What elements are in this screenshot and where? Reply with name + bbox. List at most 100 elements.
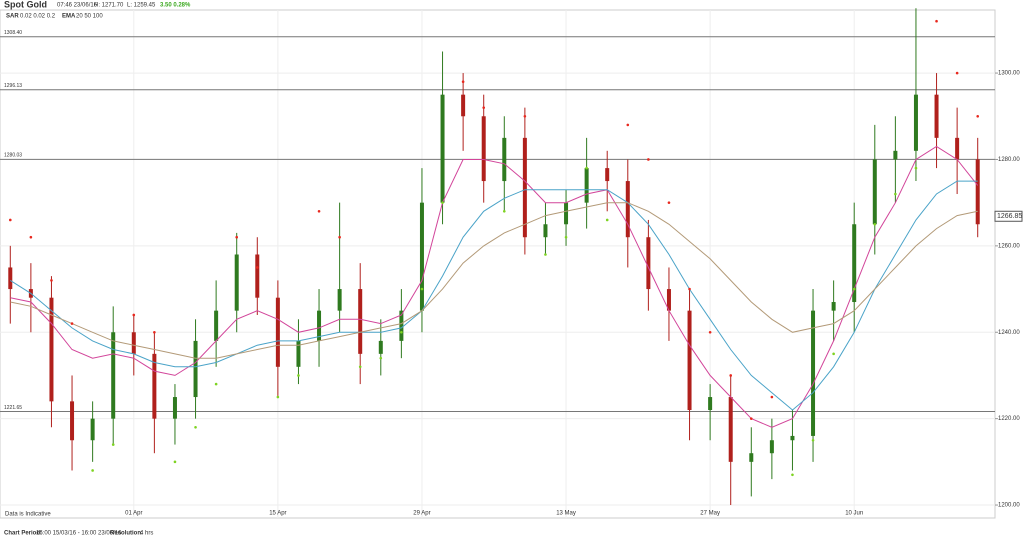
sar-dot <box>770 395 774 399</box>
sar-dot <box>667 201 671 204</box>
candle-body <box>543 224 548 238</box>
sar-dot <box>194 425 197 429</box>
sar-dot <box>585 166 588 170</box>
level-label: 1280.03 <box>4 153 22 159</box>
sar-dot <box>8 218 12 222</box>
sar-dot <box>955 71 959 75</box>
x-tick-label: 01 Apr <box>125 511 142 517</box>
sar-dot <box>852 287 856 291</box>
ema-name: EMA <box>62 14 76 20</box>
last-price-label: 1266.85 <box>997 213 1022 220</box>
x-tick-label: 13 May <box>556 511 576 517</box>
candle-body <box>440 94 445 203</box>
sar-dot <box>255 266 259 269</box>
low-text: L: 1259.45 <box>127 3 156 9</box>
sar-dot <box>214 382 218 386</box>
sar-dot <box>379 356 383 360</box>
sar-dot <box>235 235 239 239</box>
candle-body <box>419 202 424 311</box>
candle-body <box>913 94 918 151</box>
sar-dot <box>729 374 733 377</box>
candle-body <box>255 254 260 298</box>
candle-body <box>605 168 610 182</box>
candle-body <box>749 453 754 462</box>
sar-dot <box>297 374 300 377</box>
change-text: 3.50 0.28% <box>160 3 191 9</box>
sar-dot <box>400 330 403 334</box>
candle-body <box>358 289 363 354</box>
candle-body <box>8 267 13 290</box>
candle-body <box>111 332 116 419</box>
sar-dot <box>91 469 94 472</box>
y-tick-label: 1300.00 <box>998 71 1020 77</box>
candle-body <box>666 289 671 311</box>
sar-dot <box>564 235 568 239</box>
sar-dot <box>482 106 486 109</box>
sar-dot <box>173 460 177 464</box>
sar-dot <box>647 158 650 161</box>
candle-body <box>152 353 157 419</box>
candle-body <box>70 401 75 441</box>
candle-body <box>234 254 239 311</box>
candle-body <box>852 224 857 303</box>
sar-params: 0.02 0.02 0.2 <box>20 14 56 20</box>
candle-body <box>687 310 692 411</box>
chart-title: Spot Gold <box>4 0 47 9</box>
sar-dot <box>70 322 74 325</box>
sar-dot <box>688 287 691 291</box>
sar-dot <box>29 235 33 239</box>
plot-frame <box>0 9 996 519</box>
candle-body <box>934 94 939 138</box>
sar-dot <box>914 166 918 170</box>
sar-dot <box>461 80 465 84</box>
x-tick-label: 27 May <box>700 511 720 517</box>
candle-body <box>481 116 486 182</box>
candle-body <box>811 310 816 436</box>
candle-body <box>893 150 898 160</box>
candle-body <box>337 289 342 311</box>
sar-dot <box>358 365 362 369</box>
sar-dot <box>708 330 712 334</box>
candle-body <box>728 397 733 462</box>
candle-body <box>399 310 404 341</box>
y-tick-label: 1280.00 <box>998 157 1020 163</box>
candle-body <box>625 181 630 238</box>
candle-body <box>49 297 54 402</box>
x-tick-label: 15 Apr <box>269 511 286 517</box>
candle-body <box>502 137 507 182</box>
sar-dot <box>791 473 794 477</box>
sar-dot <box>894 192 897 196</box>
timestamp: 07:46 23/06/16 <box>57 3 98 9</box>
y-tick-label: 1220.00 <box>998 416 1020 422</box>
sar-name: SAR <box>6 14 19 20</box>
sar-dot <box>811 438 815 442</box>
ema-line <box>10 145 979 428</box>
level-label: 1308.40 <box>4 30 22 36</box>
sar-dot <box>153 330 156 334</box>
candle-body <box>831 302 836 311</box>
sar-dot <box>935 19 938 23</box>
candle-body <box>975 159 980 225</box>
sar-dot <box>338 235 341 239</box>
sar-dot <box>544 253 547 256</box>
candle-body <box>522 137 527 238</box>
sar-dot <box>420 287 424 291</box>
x-tick-label: 10 Jun <box>845 511 863 517</box>
ema-line <box>10 180 978 411</box>
candle-body <box>193 340 198 398</box>
candle-body <box>214 310 219 341</box>
last-price-box <box>994 210 1023 222</box>
sar-dot <box>832 352 835 356</box>
y-tick-label: 1200.00 <box>998 503 1020 509</box>
sar-dot <box>132 313 136 317</box>
level-label: 1221.65 <box>4 405 22 411</box>
sar-dot <box>749 417 753 420</box>
candle-body <box>646 237 651 290</box>
level-label: 1296.13 <box>4 83 22 89</box>
high-text: H: 1271.70 <box>94 3 124 9</box>
sar-dot <box>605 218 609 222</box>
candle-body <box>172 397 177 419</box>
ema-line <box>10 202 978 359</box>
candle-body <box>955 137 960 160</box>
